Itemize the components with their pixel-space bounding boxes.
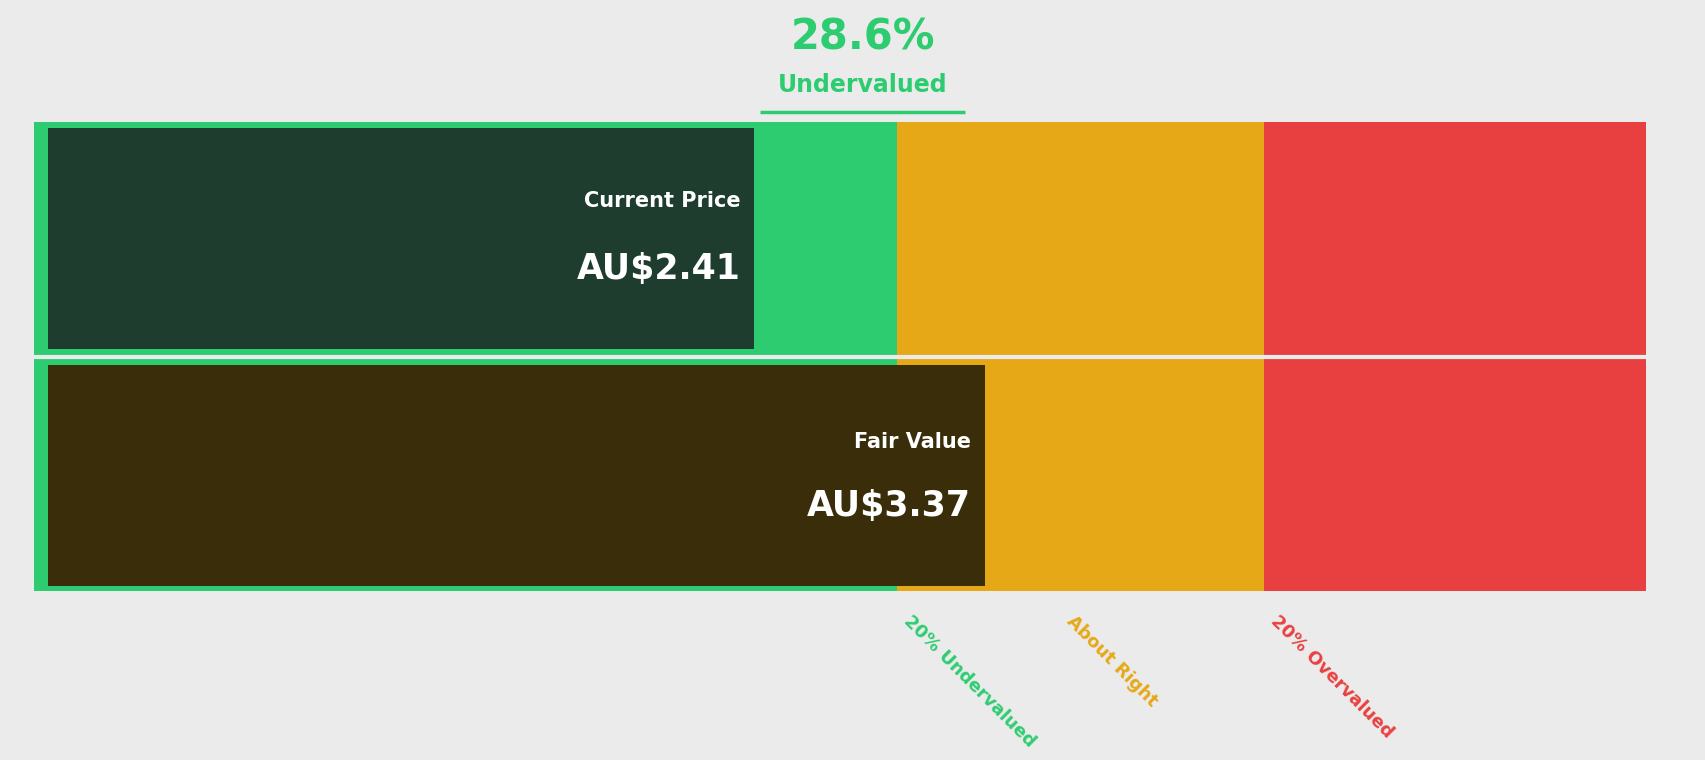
- Bar: [34, 122, 897, 591]
- Bar: [48, 128, 754, 349]
- Text: AU$2.41: AU$2.41: [576, 252, 740, 286]
- Text: 20% Undervalued: 20% Undervalued: [900, 612, 1038, 751]
- Bar: [897, 122, 1263, 591]
- Bar: [48, 365, 984, 586]
- Text: 28.6%: 28.6%: [789, 17, 934, 59]
- Text: Fair Value: Fair Value: [854, 432, 970, 451]
- Text: About Right: About Right: [1062, 612, 1161, 710]
- Text: AU$3.37: AU$3.37: [806, 489, 970, 523]
- Text: 20% Overvalued: 20% Overvalued: [1267, 612, 1396, 741]
- Bar: [1263, 122, 1645, 591]
- Text: Current Price: Current Price: [583, 191, 740, 211]
- Text: Undervalued: Undervalued: [777, 73, 946, 97]
